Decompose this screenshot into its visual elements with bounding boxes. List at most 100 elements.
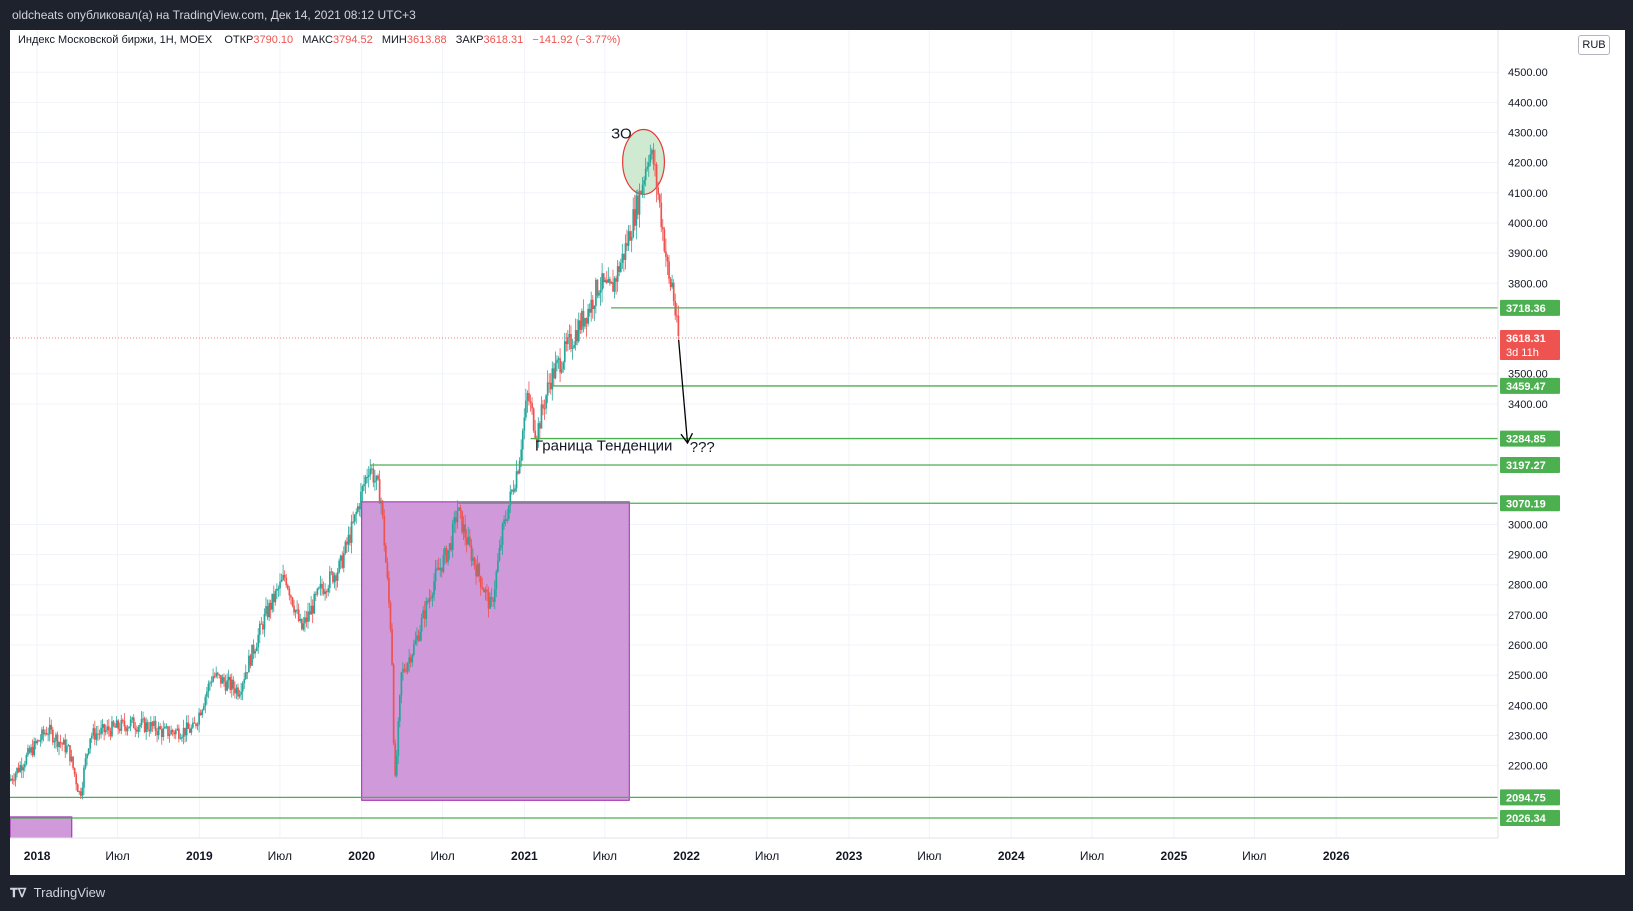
candle-body [274, 590, 277, 603]
candle-body [422, 610, 425, 619]
candle-body [243, 679, 246, 684]
candle-body [324, 591, 327, 594]
candle-body [462, 524, 465, 533]
candle-body [545, 395, 547, 409]
candle-body [506, 518, 509, 521]
candle-body [196, 724, 199, 726]
candle-body [265, 606, 267, 614]
candle-body [151, 722, 154, 726]
change-value: −141.92 (−3.77%) [532, 34, 621, 46]
candle-body [249, 655, 252, 666]
series-legend: Индекс Московской биржи, 1H, MOEX ОТКР37… [18, 34, 620, 46]
current-price-tag [1500, 330, 1560, 361]
price-chart[interactable]: ЗО Граница Тенденции ??? 4500.00 4400.00 4300… [10, 30, 1625, 875]
candle-body [473, 557, 476, 566]
candle-body [216, 672, 219, 675]
y-tick-label: 2700.00 [1508, 610, 1548, 622]
candle-body [497, 560, 499, 572]
candle-body [640, 191, 642, 194]
candle-body [87, 748, 90, 755]
candle-body [649, 154, 652, 163]
candle-body [668, 261, 670, 279]
candle-body [588, 308, 591, 313]
candle-body [414, 640, 417, 645]
level-price-tag [1500, 430, 1560, 447]
candle-body [347, 534, 350, 545]
candle-body [341, 555, 344, 568]
zone-box-0 [361, 501, 630, 801]
candle-body [83, 767, 85, 788]
close-value: 3618.31 [483, 34, 524, 46]
candle-body [64, 739, 67, 753]
time-axis: 2018 Июл 2019 Июл 2020 Июл 2021 Июл 2022 Июл 2023 И… [10, 837, 1625, 875]
candle-body [643, 180, 646, 185]
candle-body [84, 758, 87, 768]
candle-body [434, 568, 437, 582]
candle-body [358, 506, 361, 510]
footer-brand[interactable]: 𝐓∇ TradingView [0, 875, 1633, 910]
candle-body [146, 722, 149, 730]
candle-body [423, 610, 426, 620]
candle-body [17, 767, 20, 772]
candle-body [246, 672, 249, 674]
candle-body [428, 597, 431, 603]
x-tick-label: 2024 [998, 849, 1025, 863]
candle-body [632, 209, 635, 238]
candle-body [576, 330, 579, 342]
currency-badge[interactable]: RUB [1578, 35, 1610, 55]
candle-body [378, 479, 381, 504]
candle-body [195, 723, 197, 726]
candle-body [318, 587, 320, 589]
candle-body [571, 347, 574, 349]
y-tick-label: 4300.00 [1508, 128, 1548, 140]
candle-body [370, 468, 373, 470]
candle-body [11, 778, 14, 781]
x-tick-label: Июл [755, 849, 779, 863]
candle-body [280, 579, 283, 582]
candle-body [587, 308, 589, 324]
x-tick-label: Июл [1080, 849, 1104, 863]
candle-body [616, 266, 619, 282]
candle-body [262, 624, 264, 630]
chart-panel[interactable]: ЗО Граница Тенденции??? 4500.00 4400.00 4300… [10, 30, 1625, 875]
candle-body [654, 164, 656, 166]
y-tick-label: 3800.00 [1508, 278, 1548, 290]
symbol-title: Индекс Московской биржи, 1H, MOEX [18, 34, 213, 46]
candle-body [551, 368, 554, 390]
y-tick-label: 2300.00 [1508, 730, 1548, 742]
candle-body [148, 729, 151, 732]
close-label: ЗАКР [455, 34, 484, 46]
candle-body [408, 657, 411, 664]
candle-body [47, 734, 50, 736]
x-tick-label: Июл [917, 849, 941, 863]
candle-body [456, 510, 459, 523]
candle-body [635, 195, 638, 226]
candle-body [380, 500, 383, 504]
candle-body [455, 517, 457, 523]
candle-body [308, 611, 311, 615]
candle-body [585, 317, 588, 324]
candle-body [330, 571, 333, 573]
candle-body [89, 738, 92, 749]
candle-body [543, 408, 546, 410]
candle-body [464, 524, 467, 538]
candle-body [546, 382, 549, 396]
candle-body [479, 576, 482, 588]
candle-body [450, 543, 453, 550]
candle-body [660, 202, 663, 228]
x-tick-label: 2022 [673, 849, 700, 863]
candle-body [504, 519, 507, 521]
candle-body [534, 430, 537, 438]
candle-body [644, 168, 647, 181]
candle-body [48, 724, 51, 735]
candle-body [136, 729, 138, 732]
candle-body [90, 735, 93, 739]
candle-body [215, 672, 218, 677]
candle-body [458, 507, 460, 511]
candle-body [431, 595, 434, 598]
candle-body [299, 618, 302, 621]
candle-body [255, 647, 258, 652]
candle-body [213, 676, 216, 678]
candle-body [540, 404, 543, 429]
candle-body [487, 591, 490, 609]
